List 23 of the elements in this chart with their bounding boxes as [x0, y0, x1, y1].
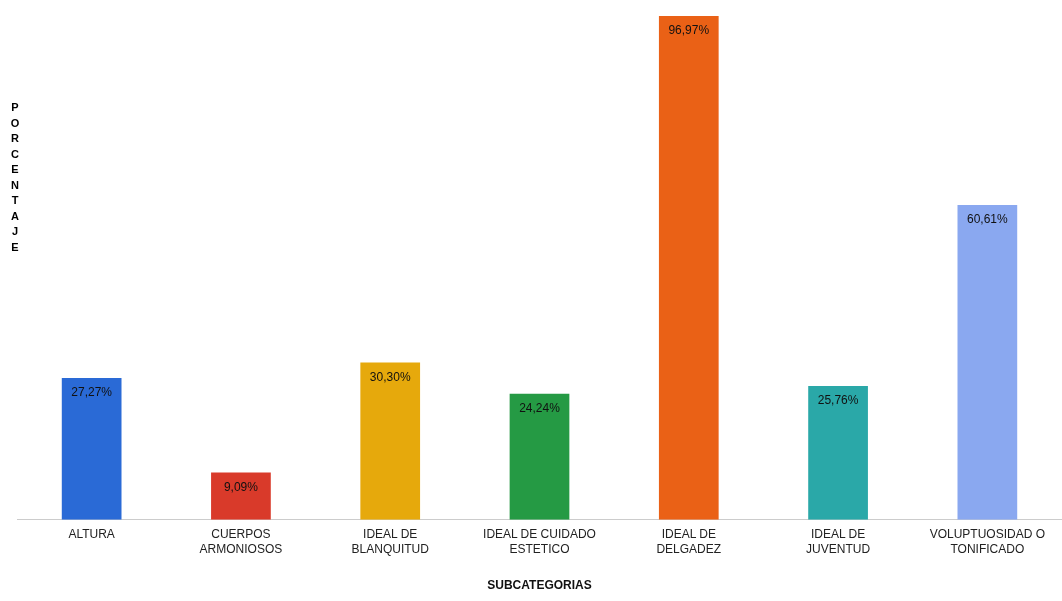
- x-tick-label: IDEAL DE BLANQUITUD: [351, 527, 430, 556]
- data-label: 25,76%: [817, 393, 859, 408]
- data-label: 60,61%: [967, 212, 1009, 227]
- x-tick-label: IDEAL DE CUIDADO ESTETICO: [483, 527, 596, 556]
- x-tick-label: IDEAL DE JUVENTUD: [806, 527, 871, 556]
- data-label: 27,27%: [71, 385, 113, 400]
- bar: [211, 472, 271, 520]
- data-label: 96,97%: [668, 23, 710, 38]
- bar: [509, 393, 570, 520]
- x-tick-label: VOLUPTUOSIDAD O TONIFICADO: [929, 527, 1046, 556]
- text: PORCENTAJE: [10, 101, 20, 253]
- data-label: 9,09%: [223, 479, 259, 494]
- x-axis-title: SUBCATEGORIAS: [487, 578, 592, 593]
- bar: [360, 362, 421, 520]
- bar: [658, 16, 719, 520]
- x-tick-label: IDEAL DE DELGADEZ: [656, 527, 722, 556]
- x-tick-label: CUERPOS ARMONIOSOS: [199, 527, 283, 556]
- data-label: 30,30%: [369, 369, 411, 384]
- bar: [808, 385, 868, 520]
- bar: [61, 378, 122, 520]
- data-label: 24,24%: [519, 401, 561, 416]
- bar: [957, 204, 1018, 520]
- x-tick-label: ALTURA: [68, 527, 115, 542]
